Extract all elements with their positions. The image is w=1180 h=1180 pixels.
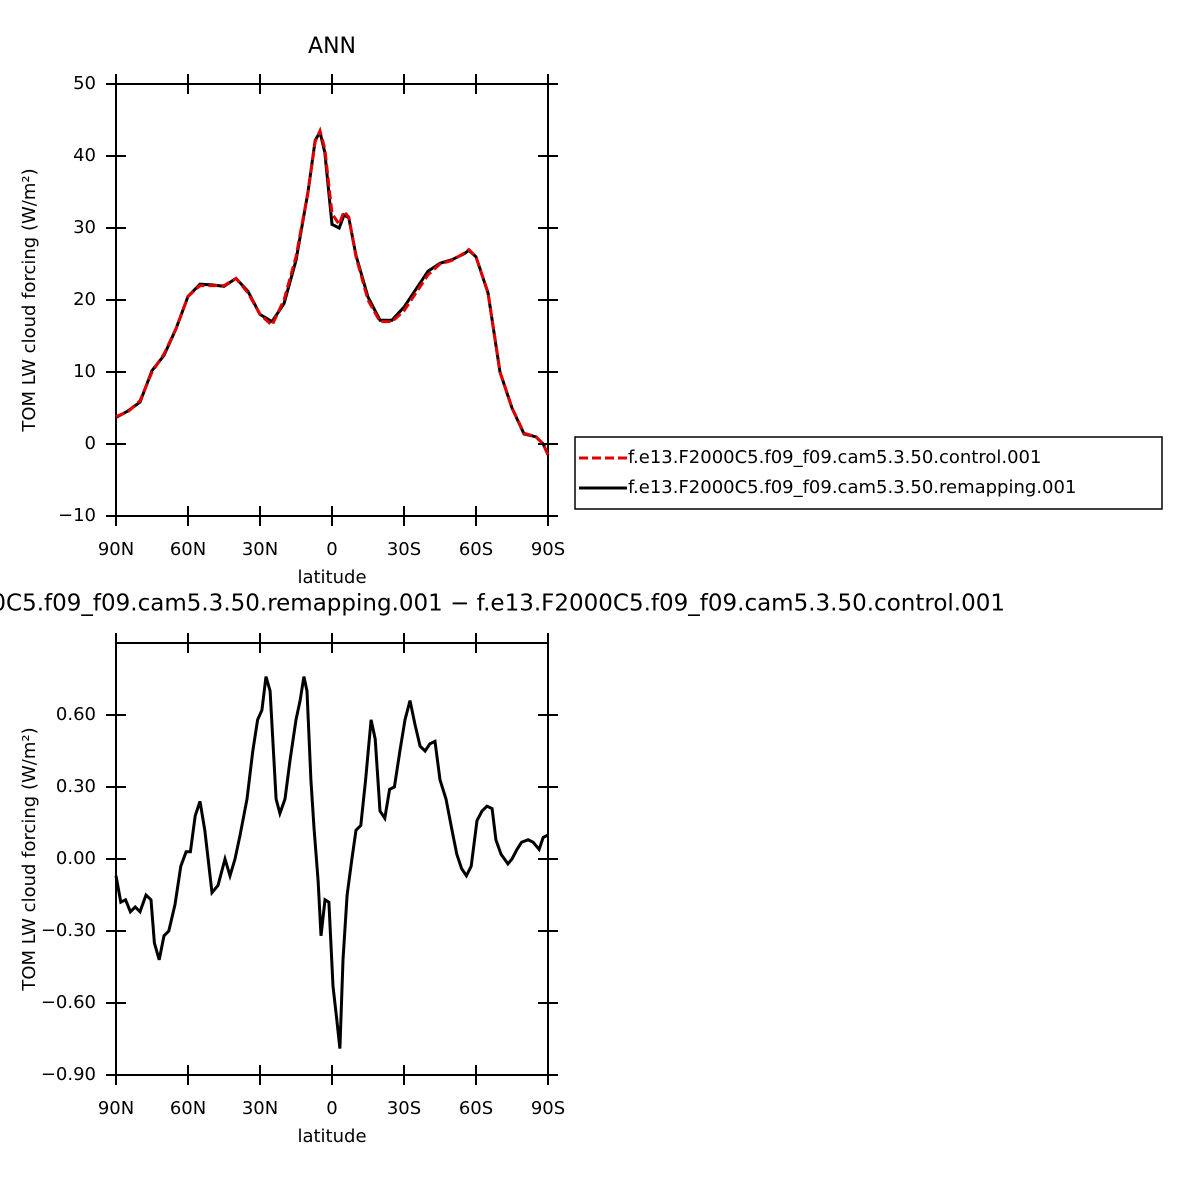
x-tick-label: 90S [531,1098,565,1119]
x-tick-label: 90N [98,1098,134,1119]
data-line [115,126,550,456]
plot-frame [115,83,549,517]
chart-title: ANN [308,34,356,59]
x-tick-label: 60N [170,539,206,560]
chart-title: f.e13.F2000C5.f09_f09.cam5.3.50.remappin… [0,591,1005,617]
data-line [114,676,549,1049]
x-tick-label: 0 [326,1098,337,1119]
legend-label: f.e13.F2000C5.f09_f09.cam5.3.50.control.… [628,447,1041,468]
y-tick-label: 0.30 [56,776,96,797]
legend-label: f.e13.F2000C5.f09_f09.cam5.3.50.remappin… [628,477,1076,498]
x-tick-label: 0 [326,539,337,560]
x-tick-label: 30S [387,1098,421,1119]
x-tick-label: 60S [459,1098,493,1119]
y-tick-label: 0.60 [56,704,96,725]
x-axis-label: latitude [297,1126,366,1147]
y-tick-label: 30 [73,217,96,238]
legend-box [574,436,1163,510]
y-tick-label: −10 [58,505,96,526]
x-tick-label: 30N [242,539,278,560]
x-axis-label: latitude [297,567,366,588]
y-tick-label: 50 [73,73,96,94]
y-tick-label: −0.60 [41,992,96,1013]
data-line [115,128,550,456]
y-tick-label: 10 [73,361,96,382]
x-tick-label: 60S [459,539,493,560]
y-tick-label: 0.00 [56,848,96,869]
x-tick-label: 60N [170,1098,206,1119]
x-tick-label: 30N [242,1098,278,1119]
y-axis-label: TOM LW cloud forcing (W/m²) [19,168,40,432]
y-tick-label: 40 [73,145,96,166]
y-axis-label: TOM LW cloud forcing (W/m²) [19,727,40,991]
x-tick-label: 30S [387,539,421,560]
y-tick-label: −0.30 [41,920,96,941]
y-tick-label: 0 [85,433,96,454]
x-tick-label: 90S [531,539,565,560]
y-tick-label: −0.90 [41,1064,96,1085]
y-tick-label: 20 [73,289,96,310]
x-tick-label: 90N [98,539,134,560]
plot-frame [115,642,549,1076]
